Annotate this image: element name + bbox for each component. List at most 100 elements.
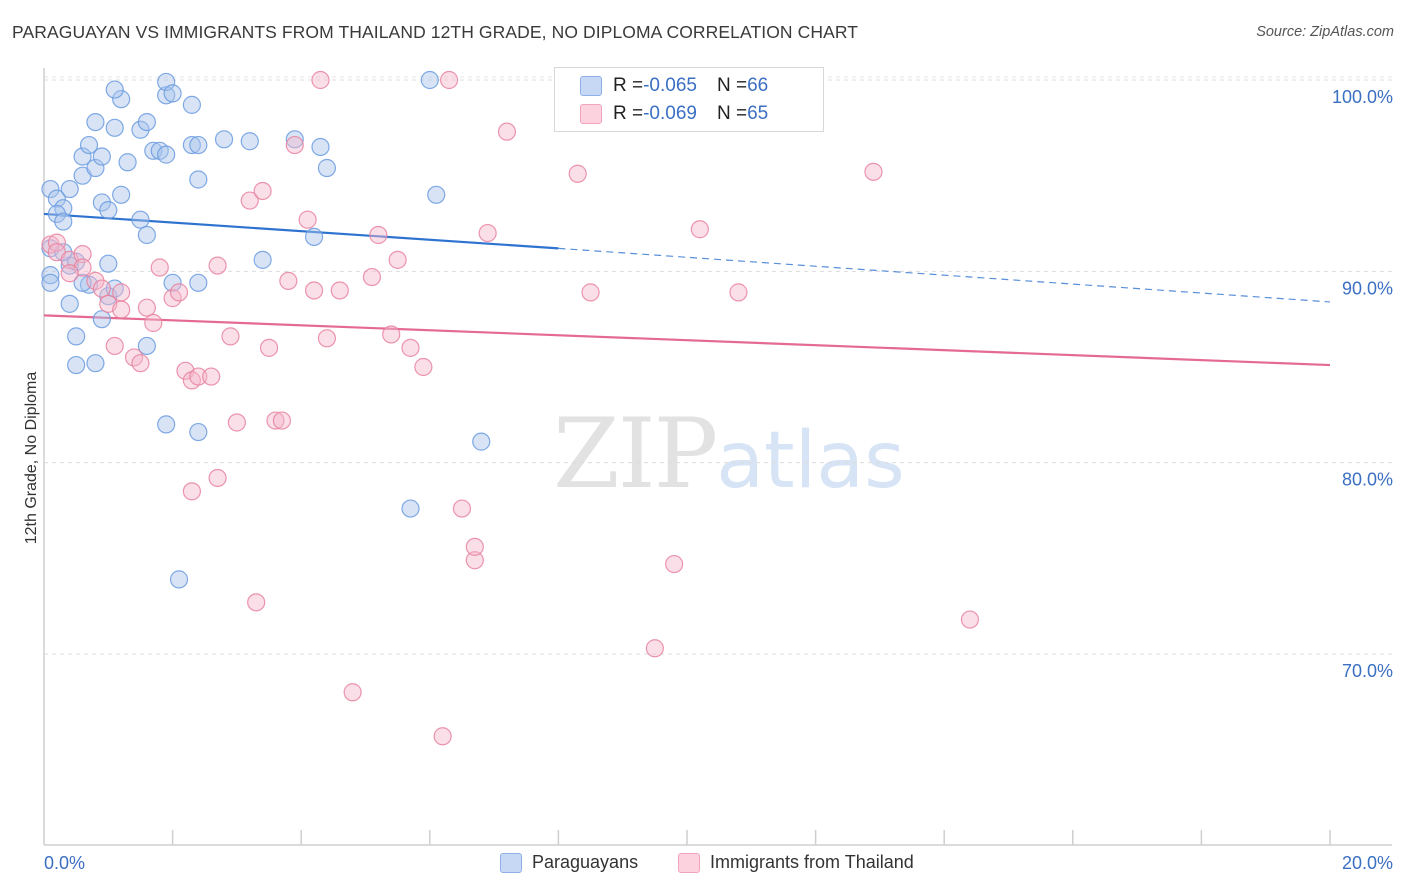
point-paraguayans bbox=[182, 135, 201, 155]
point-paraguayans bbox=[67, 327, 86, 346]
point-thailand bbox=[304, 281, 324, 300]
legend-item-thailand[interactable]: Immigrants from Thailand bbox=[678, 852, 914, 873]
point-paraguayans bbox=[105, 80, 124, 99]
y-tick-label: 100.0% bbox=[1332, 87, 1393, 107]
point-thailand bbox=[247, 593, 266, 612]
point-paraguayans bbox=[157, 72, 176, 92]
point-paraguayans bbox=[60, 294, 79, 313]
point-paraguayans bbox=[92, 147, 111, 166]
point-thailand bbox=[189, 367, 208, 386]
point-paraguayans bbox=[60, 179, 79, 199]
point-thailand bbox=[208, 256, 227, 275]
point-paraguayans bbox=[472, 432, 491, 451]
point-thailand bbox=[343, 683, 362, 702]
watermark-atlas: atlas bbox=[716, 416, 905, 506]
x-tick-label-min: 0.0% bbox=[44, 853, 85, 873]
point-paraguayans bbox=[214, 130, 234, 149]
point-thailand bbox=[568, 164, 587, 183]
legend-r-value: -0.065 bbox=[643, 75, 697, 96]
point-thailand bbox=[382, 325, 401, 344]
legend-item-paraguayans[interactable]: Paraguayans bbox=[500, 852, 638, 873]
point-thailand bbox=[112, 300, 131, 319]
point-thailand bbox=[221, 327, 240, 346]
source-label: Source: ZipAtlas.com bbox=[1256, 24, 1394, 40]
point-thailand bbox=[266, 411, 285, 430]
chart-title: PARAGUAYAN VS IMMIGRANTS FROM THAILAND 1… bbox=[12, 22, 859, 42]
point-paraguayans bbox=[157, 86, 176, 105]
point-paraguayans bbox=[285, 130, 304, 149]
legend-swatch-paraguayans bbox=[500, 852, 522, 873]
legend-n-value: 65 bbox=[747, 103, 769, 124]
point-thailand bbox=[182, 482, 201, 501]
point-paraguayans bbox=[105, 118, 124, 137]
point-paraguayans bbox=[137, 336, 156, 356]
point-thailand bbox=[729, 283, 748, 302]
point-thailand bbox=[227, 413, 246, 432]
y-tick-label: 80.0% bbox=[1342, 470, 1393, 490]
point-paraguayans bbox=[86, 112, 105, 132]
point-paraguayans bbox=[169, 570, 189, 589]
point-thailand bbox=[317, 329, 337, 348]
point-paraguayans bbox=[427, 185, 446, 204]
point-thailand bbox=[144, 313, 163, 333]
point-paraguayans bbox=[401, 499, 420, 518]
point-thailand bbox=[259, 338, 279, 357]
point-thailand bbox=[452, 499, 472, 518]
point-thailand bbox=[202, 367, 221, 386]
legend-label-paraguayans: Paraguayans bbox=[532, 852, 639, 872]
point-paraguayans bbox=[253, 250, 272, 269]
point-thailand bbox=[240, 191, 259, 210]
point-thailand bbox=[105, 336, 124, 356]
watermark: ZIPatlas bbox=[553, 398, 905, 510]
trend-line-paraguayans bbox=[43, 212, 559, 250]
point-thailand bbox=[131, 354, 150, 373]
point-thailand bbox=[253, 181, 272, 201]
legend-n-label: N = bbox=[716, 103, 748, 124]
data-points bbox=[41, 70, 980, 746]
trend-lines bbox=[43, 212, 1331, 367]
legend-row-paraguayans: R = -0.065 N = 66 bbox=[580, 74, 768, 98]
point-thailand bbox=[645, 639, 664, 658]
point-thailand bbox=[330, 281, 349, 300]
point-thailand bbox=[465, 551, 484, 570]
point-paraguayans bbox=[41, 179, 60, 199]
legend-r-value: -0.069 bbox=[643, 103, 697, 124]
point-paraguayans bbox=[118, 153, 137, 172]
point-thailand bbox=[665, 554, 684, 574]
point-paraguayans bbox=[131, 210, 150, 229]
point-thailand bbox=[478, 223, 497, 243]
point-thailand bbox=[272, 411, 292, 430]
point-thailand bbox=[369, 225, 388, 245]
point-thailand bbox=[279, 271, 298, 290]
point-paraguayans bbox=[182, 95, 201, 114]
point-paraguayans bbox=[67, 355, 86, 375]
point-thailand bbox=[298, 210, 317, 229]
point-paraguayans bbox=[79, 135, 99, 155]
point-paraguayans bbox=[163, 273, 182, 292]
point-thailand bbox=[137, 298, 156, 317]
point-paraguayans bbox=[189, 135, 208, 155]
point-paraguayans bbox=[240, 132, 259, 151]
point-paraguayans bbox=[163, 84, 182, 103]
watermark-zip: ZIP bbox=[553, 398, 718, 510]
point-paraguayans bbox=[311, 137, 330, 157]
point-thailand bbox=[960, 610, 980, 629]
point-thailand bbox=[208, 468, 227, 488]
point-paraguayans bbox=[420, 70, 439, 90]
point-thailand bbox=[401, 338, 420, 357]
point-paraguayans bbox=[86, 354, 105, 373]
point-paraguayans bbox=[99, 254, 118, 273]
point-paraguayans bbox=[86, 158, 105, 178]
point-thailand bbox=[497, 122, 517, 141]
legend-swatch-thailand bbox=[678, 852, 700, 873]
point-thailand bbox=[285, 135, 304, 155]
point-thailand bbox=[690, 220, 709, 239]
point-thailand bbox=[433, 727, 452, 746]
point-paraguayans bbox=[189, 273, 208, 292]
point-paraguayans bbox=[137, 112, 156, 132]
trend-line-thailand bbox=[43, 314, 1331, 367]
point-paraguayans bbox=[41, 273, 60, 292]
point-thailand bbox=[47, 233, 66, 252]
point-paraguayans bbox=[92, 310, 111, 329]
